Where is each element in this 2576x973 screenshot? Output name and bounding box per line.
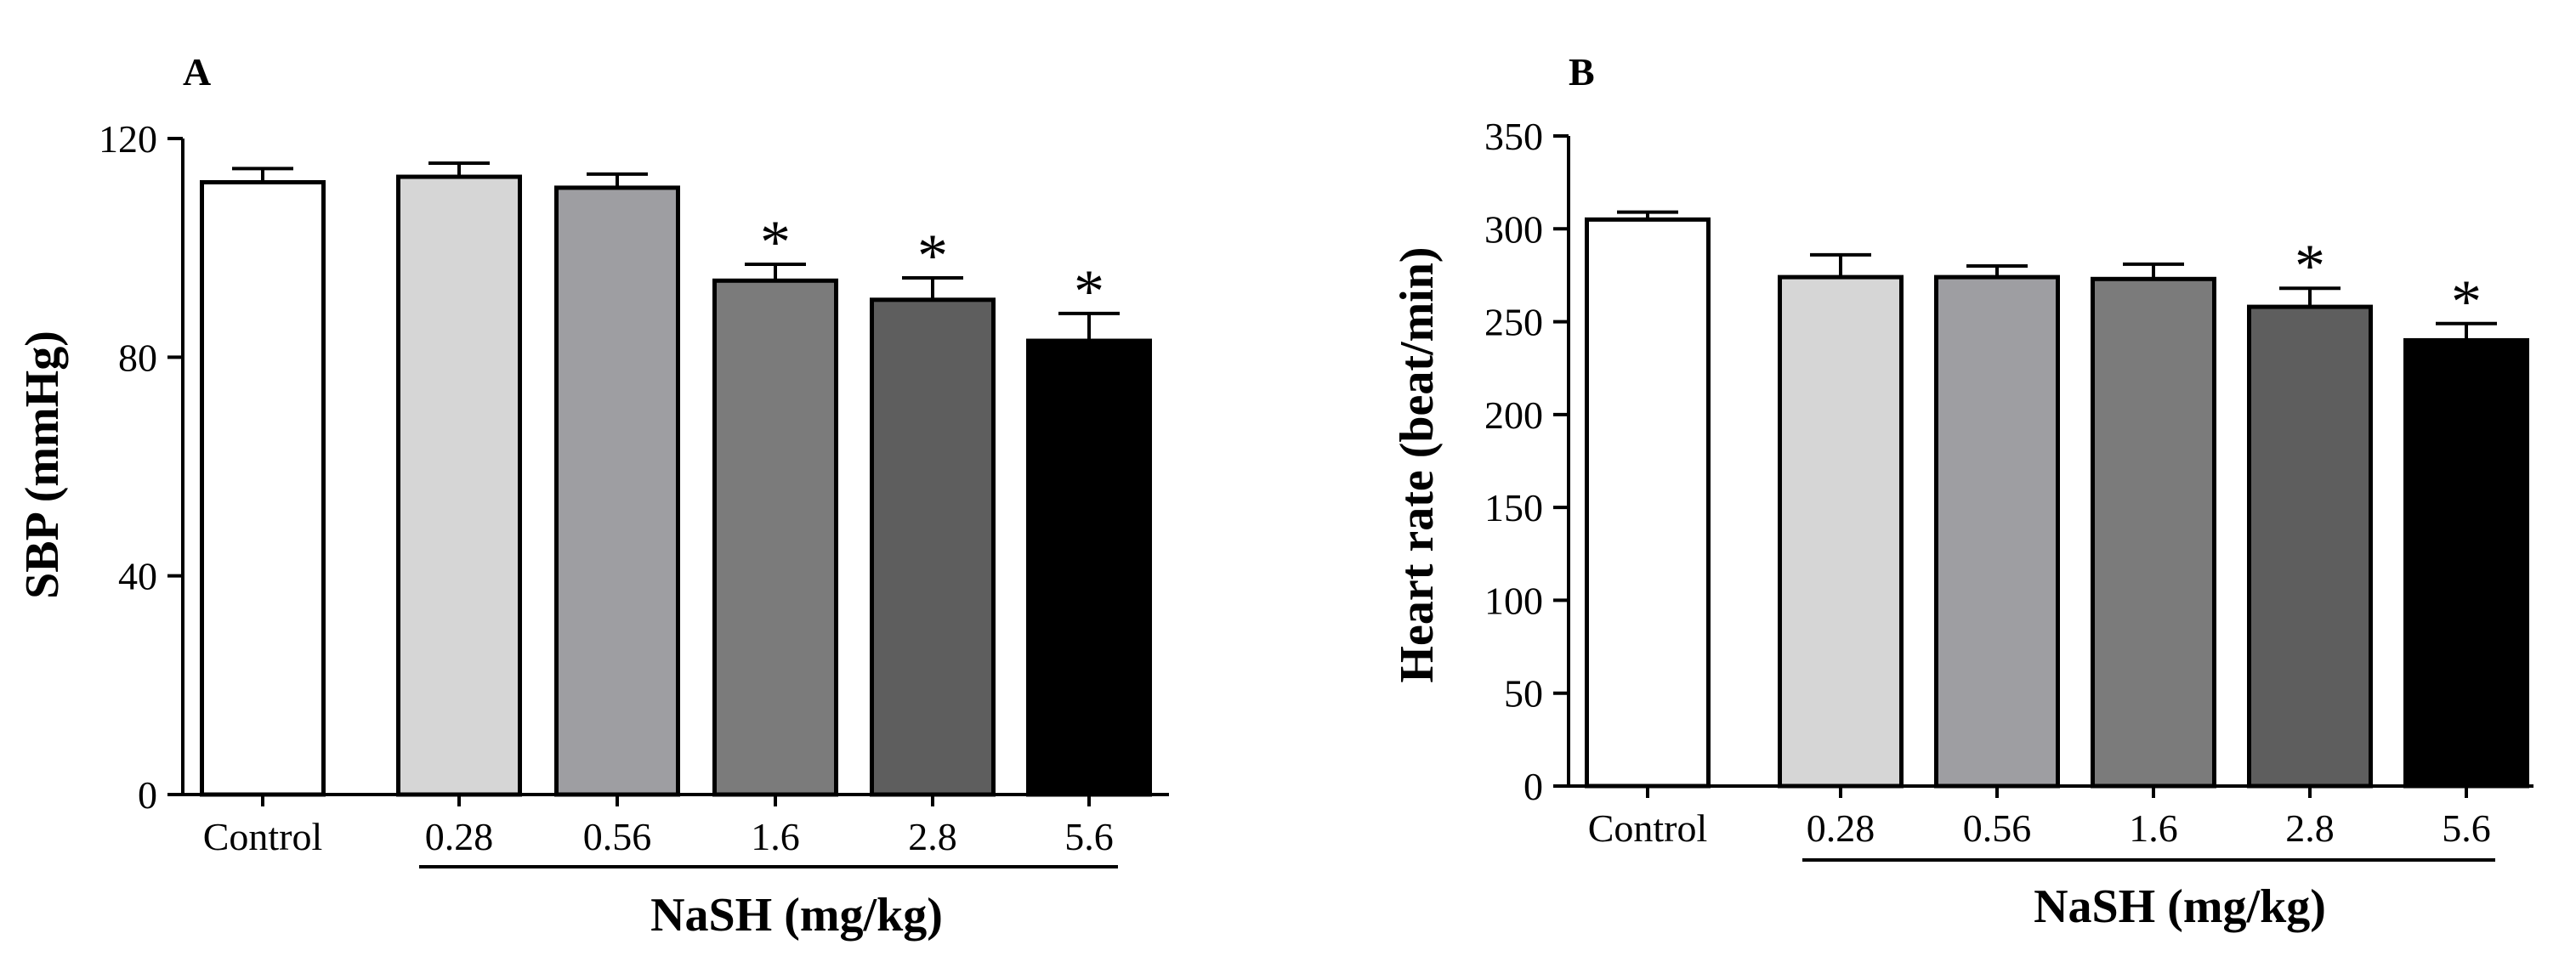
bar [2403, 337, 2529, 789]
bar [2247, 304, 2373, 789]
x-category-label: 1.6 [751, 815, 800, 858]
x-category-label: 5.6 [2442, 806, 2491, 850]
x-category-label: Control [1588, 806, 1708, 850]
plot-area: 0 50 100 150 200 250 300 350 Control 0.28 0.56 1.6 *… [1484, 115, 2533, 850]
significance-marker: * [760, 208, 791, 276]
panel-letter: A [183, 50, 211, 93]
bar [2091, 276, 2216, 789]
x-category-label: 0.56 [583, 815, 652, 858]
x-category-label: 0.56 [1963, 806, 2032, 850]
y-tick-label: 150 [1484, 486, 1543, 529]
significance-marker: * [1074, 257, 1104, 325]
y-tick-label: 350 [1484, 115, 1543, 158]
y-tick-label: 300 [1484, 207, 1543, 251]
bar [1778, 274, 1904, 789]
bar [712, 278, 838, 797]
group-axis-title: NaSH (mg/kg) [650, 889, 943, 942]
y-tick-label: 200 [1484, 393, 1543, 437]
significance-marker: * [2295, 232, 2325, 300]
y-tick-label: 120 [99, 117, 157, 161]
chart-panel-a: A SBP (mmHg) NaSH (mg/kg) 0 40 80 120 Contro… [16, 50, 1169, 942]
x-category-label: 2.8 [2285, 806, 2335, 850]
bar [200, 179, 326, 797]
y-tick-label: 0 [1523, 765, 1543, 808]
panel-letter: B [1569, 50, 1595, 93]
y-axis-title: Heart rate (beat/min) [1391, 246, 1444, 682]
x-category-label: 1.6 [2129, 806, 2178, 850]
y-tick-label: 50 [1504, 672, 1543, 716]
y-tick-label: 250 [1484, 301, 1543, 344]
y-tick-label: 80 [118, 336, 157, 379]
y-axis-title: SBP (mmHg) [16, 331, 69, 599]
bar [1934, 274, 2060, 789]
bar [396, 174, 522, 797]
x-category-label: 0.28 [425, 815, 494, 858]
bar [870, 297, 996, 797]
group-axis-title: NaSH (mg/kg) [2034, 880, 2326, 933]
x-category-label: 0.28 [1807, 806, 1875, 850]
plot-area: 0 40 80 120 Control 0.28 0.56 * 1.6 * 2.8 * 5.6 [99, 117, 1169, 858]
significance-marker: * [2451, 268, 2482, 336]
y-tick-label: 100 [1484, 579, 1543, 622]
significance-marker: * [917, 222, 948, 290]
bar [1585, 217, 1711, 789]
y-tick-label: 40 [118, 555, 157, 598]
bar [1026, 338, 1152, 797]
chart-panel-b: B Heart rate (beat/min) NaSH (mg/kg) 0 50… [1391, 50, 2533, 933]
bar [554, 185, 680, 797]
x-category-label: 5.6 [1064, 815, 1114, 858]
y-tick-label: 0 [138, 773, 157, 817]
x-category-label: 2.8 [908, 815, 957, 858]
x-category-label: Control [203, 815, 323, 858]
